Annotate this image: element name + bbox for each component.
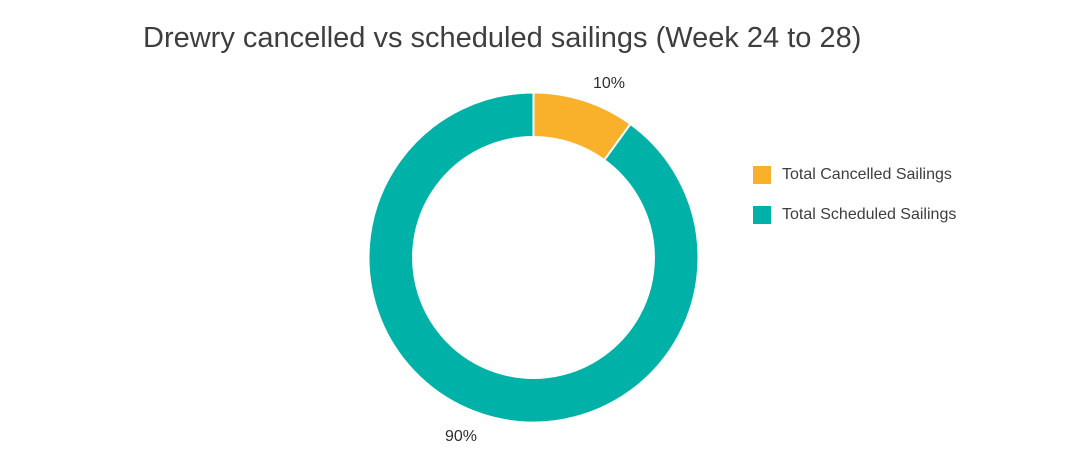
legend-label-scheduled: Total Scheduled Sailings	[782, 206, 957, 223]
slice-label-scheduled: 90%	[444, 428, 478, 445]
slice-label-cancelled: 10%	[592, 75, 626, 92]
donut-slice-scheduled[interactable]	[367, 91, 700, 424]
legend-swatch-scheduled-icon	[753, 206, 771, 224]
legend-swatch-cancelled-icon	[753, 166, 771, 184]
legend: Total Cancelled Sailings Total Scheduled…	[753, 166, 956, 246]
legend-item-cancelled[interactable]: Total Cancelled Sailings	[753, 166, 956, 184]
chart-title: Drewry cancelled vs scheduled sailings (…	[143, 22, 862, 54]
legend-item-scheduled[interactable]: Total Scheduled Sailings	[753, 206, 956, 224]
donut-svg	[367, 91, 700, 424]
legend-label-cancelled: Total Cancelled Sailings	[782, 166, 952, 183]
